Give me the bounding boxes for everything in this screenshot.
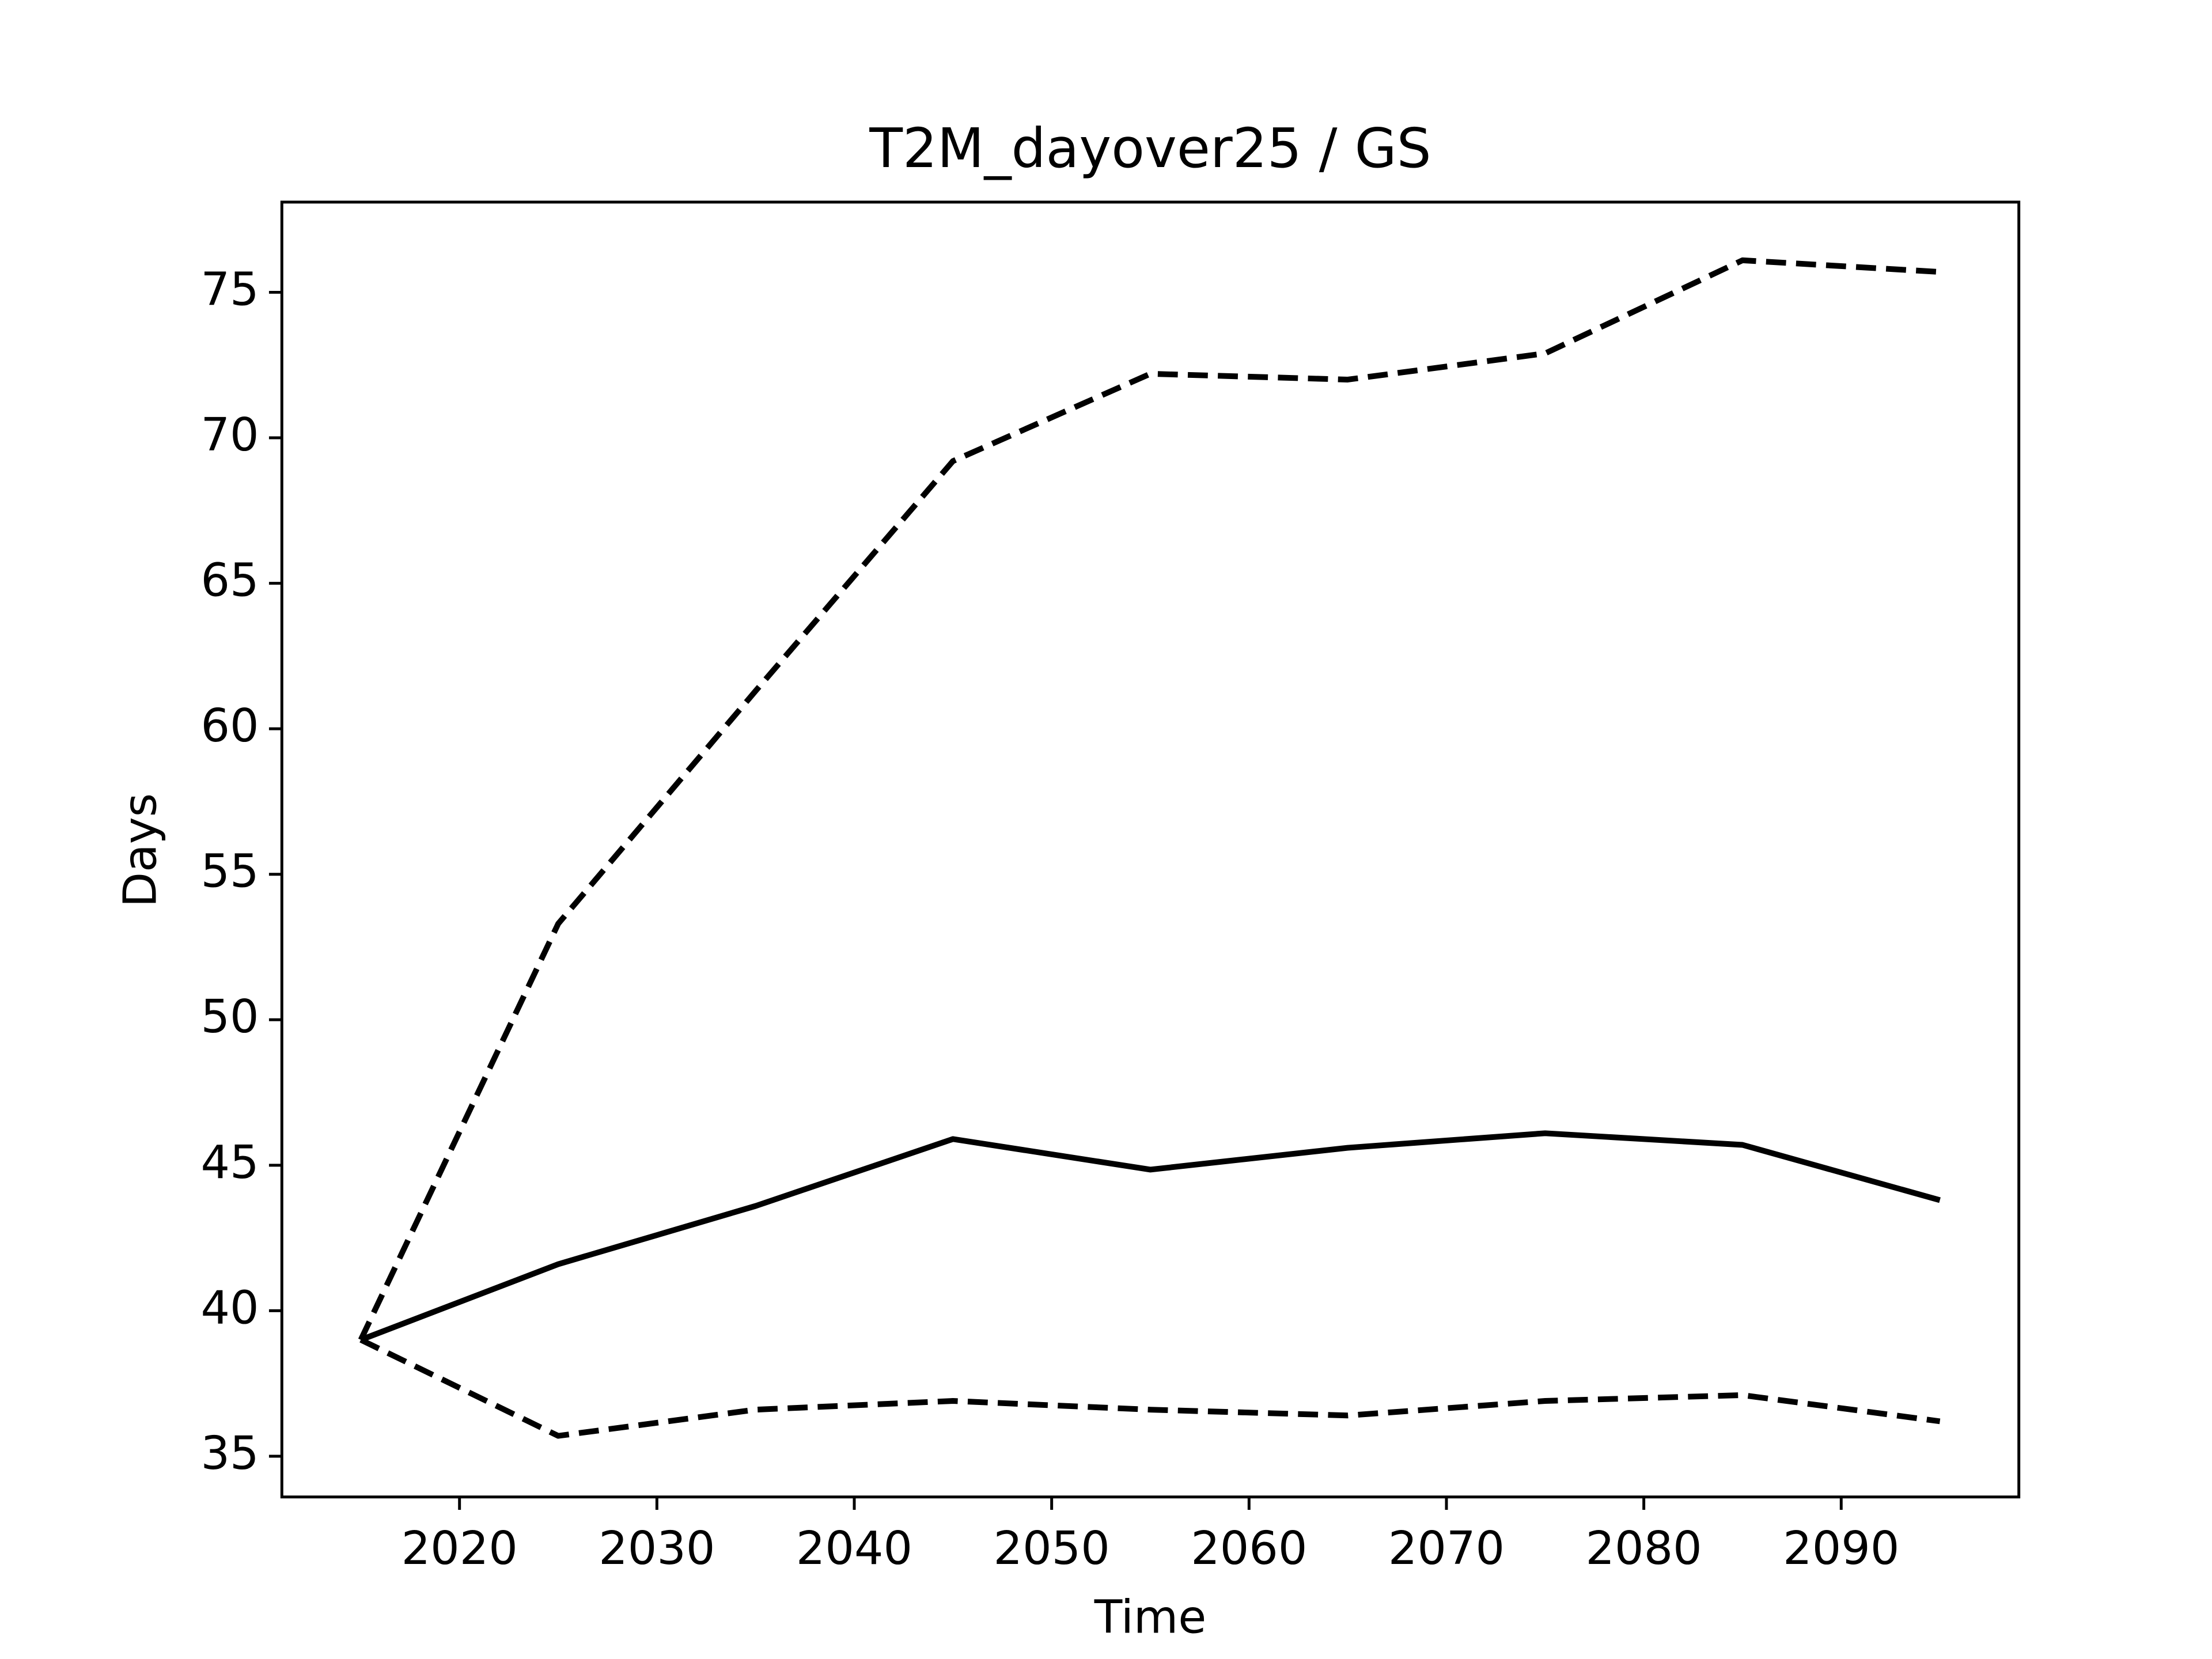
chart-title: T2M_dayover25 / GS xyxy=(869,117,1431,180)
x-tick-label: 2020 xyxy=(402,1521,518,1575)
x-tick-label: 2040 xyxy=(796,1521,912,1575)
x-tick-label: 2080 xyxy=(1586,1521,1702,1575)
y-tick-label: 50 xyxy=(200,990,259,1043)
y-tick-label: 60 xyxy=(200,699,259,752)
line-series xyxy=(359,1130,1941,1343)
plot-frame xyxy=(280,200,2021,1499)
x-axis-label: Time xyxy=(1094,1590,1206,1643)
x-tick-label: 2060 xyxy=(1191,1521,1307,1575)
y-tick-label: 65 xyxy=(200,554,259,607)
x-tick-label: 2070 xyxy=(1388,1521,1505,1575)
y-tick-label: 40 xyxy=(200,1281,259,1334)
y-tick-label: 55 xyxy=(200,844,259,898)
y-tick-label: 75 xyxy=(200,262,259,316)
y-tick-label: 35 xyxy=(200,1426,259,1480)
x-tick-label: 2090 xyxy=(1783,1521,1899,1575)
x-tick-label: 2050 xyxy=(994,1521,1110,1575)
y-axis-label: Days xyxy=(113,793,166,907)
x-tick-label: 2030 xyxy=(599,1521,715,1575)
y-tick-label: 70 xyxy=(200,408,259,461)
y-tick-label: 45 xyxy=(200,1135,259,1189)
line-series xyxy=(359,1337,1941,1439)
